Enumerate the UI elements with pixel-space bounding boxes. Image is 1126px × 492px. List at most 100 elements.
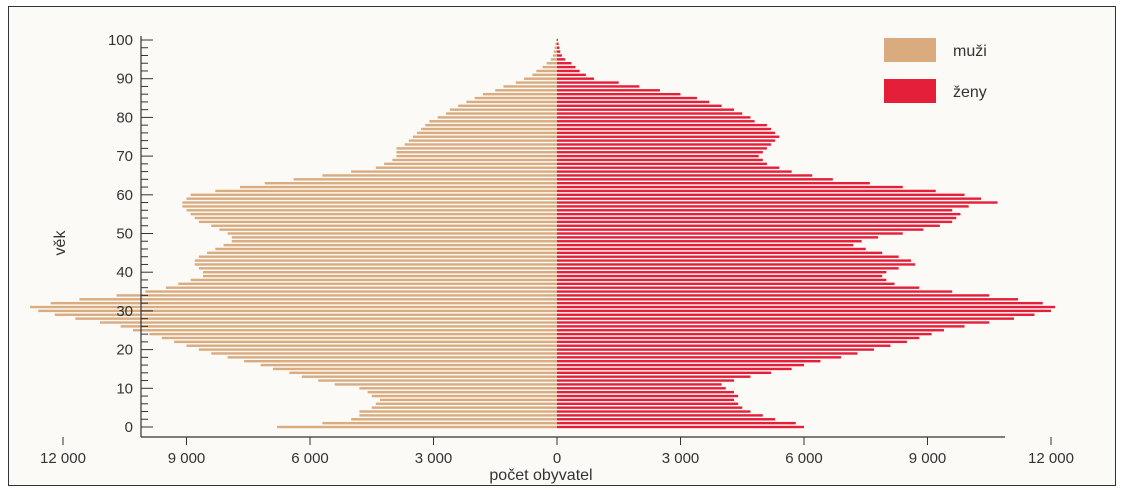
bar-muzi-age-74 [408,139,557,142]
bar-zeny-age-83 [557,104,722,107]
y-axis-title: věk [52,230,69,256]
bar-muzi-age-72 [396,147,557,150]
bar-zeny-age-39 [557,274,883,278]
bar-muzi-age-20 [198,348,557,351]
bar-zeny-age-20 [557,348,874,351]
bar-zeny-age-10 [557,387,726,390]
bar-muzi-age-60 [190,193,557,196]
bar-muzi-age-85 [474,96,557,100]
bar-zeny-age-40 [557,271,887,274]
bar-zeny-age-71 [557,151,763,154]
bar-zeny-age-63 [557,181,870,185]
bar-muzi-age-80 [437,116,557,119]
x-tick-label: 0 [553,450,561,467]
y-tick-label: 100 [108,32,133,49]
bar-zeny-age-68 [557,162,767,166]
bar-zeny-age-86 [557,92,681,96]
bar-zeny-age-35 [557,290,953,293]
bar-muzi-age-33 [79,298,557,301]
bar-zeny-age-75 [557,135,780,138]
bar-muzi-age-36 [165,286,557,289]
bar-muzi-age-64 [293,178,557,181]
bar-muzi-age-44 [198,255,557,258]
bar-zeny-age-36 [557,286,920,289]
bar-zeny-age-30 [557,309,1051,313]
bar-zeny-age-81 [557,112,743,115]
legend-swatch-zeny [884,79,936,103]
bar-muzi-age-10 [359,387,557,390]
bar-zeny-age-48 [557,240,862,243]
bar-zeny-age-91 [557,73,586,77]
bar-muzi-age-48 [231,240,558,243]
bar-zeny-age-14 [557,371,772,375]
bar-zeny-age-38 [557,278,887,282]
bar-muzi-age-24 [149,332,557,336]
y-tick-label: 60 [116,187,133,204]
bar-muzi-age-19 [211,352,557,355]
bar-muzi-age-9 [367,390,557,394]
bar-muzi-age-63 [264,181,557,185]
bar-zeny-age-16 [557,363,804,367]
bar-muzi-age-15 [272,367,557,371]
bar-zeny-age-31 [557,305,1056,309]
bar-muzi-age-45 [207,251,558,255]
bar-muzi-age-59 [186,197,557,200]
x-tick-label: 9 000 [168,450,206,467]
bar-zeny-age-41 [557,267,899,270]
bar-muzi-age-75 [412,135,557,138]
bar-muzi-age-12 [318,379,557,382]
bar-zeny-age-66 [557,170,792,173]
bar-muzi-age-93 [542,65,557,69]
bar-muzi-age-53 [198,220,557,224]
bar-zeny-age-62 [557,185,903,189]
bar-muzi-age-23 [161,336,558,340]
bar-zeny-age-12 [557,379,735,382]
bar-zeny-age-37 [557,282,895,286]
bar-muzi-age-77 [421,127,557,131]
bar-zeny-age-22 [557,340,907,344]
bar-zeny-age-52 [557,224,940,227]
bar-zeny-age-90 [557,77,595,80]
y-tick-label: 40 [116,264,133,281]
legend-label-muzi: muži [953,43,987,60]
bar-muzi-age-22 [174,340,557,344]
y-tick-label: 10 [116,380,133,397]
bar-muzi-age-86 [482,92,557,96]
bar-zeny-age-27 [557,321,990,324]
bar-muzi-age-69 [392,158,557,162]
bar-muzi-age-96 [552,54,557,57]
bar-muzi-age-100 [556,38,557,42]
chart-frame: 0 10 20 30 40 50 60 70 80 90 100 12 000 9 000 6 000 3 … [8,6,1116,486]
bar-zeny-age-7 [557,398,735,402]
bar-muzi-age-62 [240,185,557,189]
bar-zeny-age-25 [557,329,944,332]
bar-zeny-age-79 [557,120,755,123]
legend: muži ženy [884,38,987,103]
bar-zeny-age-23 [557,336,920,340]
bar-zeny-age-73 [557,143,772,146]
bar-zeny-age-64 [557,178,833,181]
bar-muzi-age-58 [182,201,557,204]
bar-zeny-age-9 [557,390,735,394]
bar-zeny-age-94 [557,62,572,65]
bar-zeny-age-34 [557,294,990,297]
bar-muzi-age-56 [186,209,557,212]
bar-zeny-age-67 [557,166,780,169]
bar-muzi-age-4 [359,410,557,413]
y-tick-label: 80 [116,109,133,126]
bar-zeny-age-55 [557,212,961,216]
bar-muzi-age-84 [466,100,557,104]
bar-muzi-age-29 [54,313,558,316]
bar-muzi-age-40 [202,271,557,274]
bar-muzi-age-16 [260,363,557,367]
bar-muzi-age-99 [555,42,557,46]
legend-label-zeny: ženy [953,84,987,101]
bar-zeny-age-8 [557,394,739,398]
bar-muzi-age-28 [75,317,557,320]
bar-muzi-age-82 [449,108,557,111]
bar-zeny-age-97 [557,50,561,53]
bar-muzi-age-31 [30,305,558,309]
bar-muzi-age-70 [396,154,557,158]
bar-muzi-age-94 [546,62,557,65]
bar-muzi-age-88 [503,85,557,88]
